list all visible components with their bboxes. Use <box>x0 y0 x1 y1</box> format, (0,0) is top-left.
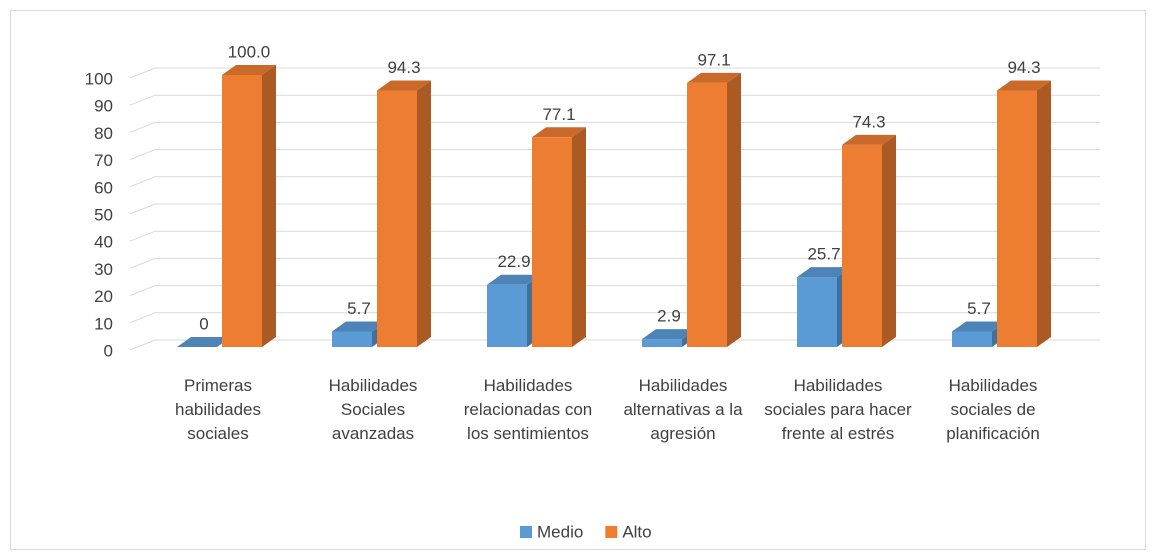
bar-front <box>532 137 572 347</box>
grid-line <box>129 285 1100 297</box>
legend-label: Medio <box>537 522 583 541</box>
bar-front <box>642 339 682 347</box>
grid-line <box>129 67 1100 79</box>
y-tick-label: 20 <box>94 287 113 306</box>
bar-front <box>377 90 417 347</box>
grid-line <box>129 230 1100 242</box>
bar-side <box>262 65 276 347</box>
bar-side <box>1037 80 1051 347</box>
y-tick-label: 60 <box>94 178 113 197</box>
legend-swatch <box>605 526 618 538</box>
grid-line <box>129 121 1100 133</box>
bar <box>222 65 276 347</box>
y-tick-label: 30 <box>94 260 113 279</box>
bar-side <box>882 134 896 347</box>
x-tick-label: Habilidades relacionadas con los sentimi… <box>463 376 593 443</box>
grid-line <box>129 339 1100 351</box>
bar-side <box>572 127 586 348</box>
bar-top <box>997 80 1051 91</box>
data-label: 100.0 <box>228 42 271 61</box>
x-tick-label: Primeras habilidades sociales <box>174 376 261 443</box>
bar-top <box>532 127 586 138</box>
data-label: 94.3 <box>1007 58 1040 77</box>
bar-top <box>377 80 431 91</box>
data-label: 0 <box>199 314 208 333</box>
grid-line <box>129 312 1100 324</box>
bar <box>177 337 231 347</box>
y-tick-label: 0 <box>104 341 113 360</box>
grid-line <box>129 149 1100 161</box>
bar-front <box>952 331 992 347</box>
bar-top <box>222 65 276 75</box>
y-tick-label: 10 <box>94 314 113 333</box>
bar <box>842 134 896 347</box>
bar-front <box>997 90 1037 347</box>
y-tick-label: 90 <box>94 97 113 116</box>
bar-side <box>417 80 431 347</box>
data-label: 94.3 <box>387 58 420 77</box>
bar-top <box>842 134 896 145</box>
bar-top <box>177 337 231 347</box>
bar-top <box>642 329 696 340</box>
grid-line <box>129 257 1100 269</box>
x-tick-label: Habilidades sociales de planificación <box>946 376 1040 443</box>
bar <box>532 127 586 348</box>
bar <box>687 72 741 347</box>
x-tick-label: Habilidades sociales para hacer frente a… <box>764 376 912 443</box>
y-tick-label: 40 <box>94 233 113 252</box>
bar-front <box>222 75 262 347</box>
legend-label: Alto <box>622 522 651 541</box>
data-label: 22.9 <box>497 252 530 271</box>
bar-front <box>487 284 527 347</box>
data-label: 5.7 <box>347 299 371 318</box>
bar-front <box>842 144 882 347</box>
grid-line <box>129 94 1100 106</box>
legend-swatch <box>520 526 532 538</box>
data-label: 5.7 <box>967 299 991 318</box>
bar-top <box>332 321 386 332</box>
x-tick-label: Habilidades Sociales avanzadas <box>328 376 418 443</box>
bar-front <box>332 331 372 347</box>
y-tick-label: 70 <box>94 151 113 170</box>
y-tick-label: 50 <box>94 205 113 224</box>
chart-border <box>10 10 1146 550</box>
bar <box>377 80 431 347</box>
y-tick-label: 100 <box>85 69 113 88</box>
bar-top <box>687 72 741 83</box>
grid-line <box>129 176 1100 188</box>
data-label: 74.3 <box>852 112 885 131</box>
x-tick-label: Habilidades alternativas a la agresión <box>623 376 743 443</box>
y-tick-label: 80 <box>94 124 113 143</box>
bar <box>997 80 1051 347</box>
bar <box>797 267 851 347</box>
data-label: 2.9 <box>657 307 681 326</box>
bar-side <box>727 72 741 347</box>
bar-top <box>797 267 851 278</box>
grid-line <box>129 203 1100 215</box>
data-label: 77.1 <box>542 105 575 124</box>
bar-front <box>797 277 837 347</box>
bar-top <box>952 321 1006 332</box>
data-label: 25.7 <box>807 245 840 264</box>
bar-front <box>687 82 727 347</box>
bar-top <box>487 274 541 285</box>
data-label: 97.1 <box>697 50 730 69</box>
